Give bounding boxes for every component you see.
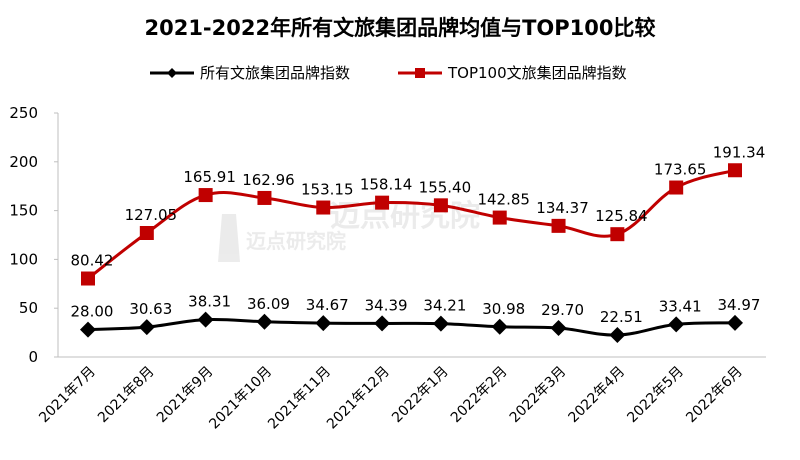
data-label-top100: 80.42 xyxy=(71,252,114,270)
data-point-all-brands xyxy=(668,316,685,333)
data-point-all-brands xyxy=(609,327,626,344)
x-tick-label: 2022年5月 xyxy=(624,364,687,427)
legend-item-all-brands: 所有文旅集团品牌指数 xyxy=(150,62,350,83)
data-label-all-brands: 22.51 xyxy=(600,308,643,326)
data-label-all-brands: 30.98 xyxy=(482,300,525,318)
data-label-all-brands: 30.63 xyxy=(129,300,172,318)
data-label-top100: 162.96 xyxy=(242,171,295,189)
data-point-all-brands xyxy=(727,314,743,331)
legend: 所有文旅集团品牌指数 TOP100文旅集团品牌指数 xyxy=(0,62,800,86)
x-tick-label: 2022年6月 xyxy=(683,364,746,427)
x-tick-label: 2022年3月 xyxy=(507,364,570,427)
data-point-all-brands xyxy=(315,315,332,332)
data-label-top100: 125.84 xyxy=(595,207,648,225)
x-tick-label: 2021年8月 xyxy=(95,364,158,427)
data-label-top100: 165.91 xyxy=(183,168,236,186)
x-tick-label: 2022年4月 xyxy=(566,364,629,427)
data-label-all-brands: 33.41 xyxy=(659,297,702,315)
watermark-logo-left: 迈点研究院 xyxy=(218,214,346,262)
data-point-top100 xyxy=(551,218,566,233)
data-point-top100 xyxy=(257,190,272,205)
x-tick-label: 2022年2月 xyxy=(448,364,511,427)
data-label-top100: 191.34 xyxy=(713,143,766,161)
data-label-all-brands: 28.00 xyxy=(71,303,114,321)
data-label-top100: 158.14 xyxy=(360,176,413,194)
y-tick-label: 0 xyxy=(28,348,38,366)
data-point-top100 xyxy=(669,180,684,195)
data-point-all-brands xyxy=(432,315,449,332)
y-tick-label: 250 xyxy=(9,104,38,122)
data-point-top100 xyxy=(139,225,154,240)
data-point-top100 xyxy=(316,200,331,215)
x-tick-label: 2022年1月 xyxy=(389,364,452,427)
data-label-top100: 173.65 xyxy=(654,161,707,179)
legend-line-black-icon xyxy=(150,67,194,78)
x-tick-label: 2021年7月 xyxy=(36,364,99,427)
legend-label-top100: TOP100文旅集团品牌指数 xyxy=(448,64,627,82)
data-label-all-brands: 36.09 xyxy=(247,295,290,313)
data-label-all-brands: 38.31 xyxy=(188,293,231,311)
x-tick-label: 2021年12月 xyxy=(324,364,393,433)
data-point-all-brands xyxy=(197,311,214,328)
chart-title: 2021-2022年所有文旅集团品牌均值与TOP100比较 xyxy=(144,16,656,40)
data-label-top100: 142.85 xyxy=(477,191,530,209)
y-tick-label: 50 xyxy=(19,299,38,317)
watermark-text-left: 迈点研究院 xyxy=(246,229,346,253)
data-point-all-brands xyxy=(138,319,155,336)
data-label-top100: 153.15 xyxy=(301,181,354,199)
data-point-top100 xyxy=(492,210,507,225)
y-tick-label: 100 xyxy=(9,250,38,268)
legend-label-all-brands: 所有文旅集团品牌指数 xyxy=(200,64,351,82)
data-point-all-brands xyxy=(374,315,391,332)
data-point-top100 xyxy=(728,163,742,178)
data-point-top100 xyxy=(433,198,448,213)
data-point-all-brands xyxy=(80,321,96,338)
data-point-top100 xyxy=(610,227,625,242)
y-tick-label: 150 xyxy=(9,202,38,220)
data-label-top100: 127.05 xyxy=(125,206,178,224)
data-label-top100: 155.40 xyxy=(419,178,472,196)
data-label-all-brands: 34.67 xyxy=(306,296,349,314)
data-point-top100 xyxy=(375,195,390,210)
y-tick-label: 200 xyxy=(9,153,38,171)
data-point-all-brands xyxy=(550,320,567,337)
data-label-all-brands: 34.39 xyxy=(365,296,408,314)
data-label-all-brands: 34.97 xyxy=(718,296,761,314)
data-point-all-brands xyxy=(491,318,508,335)
legend-line-red-icon xyxy=(398,67,442,78)
data-label-all-brands: 34.21 xyxy=(423,297,466,315)
data-point-top100 xyxy=(198,188,213,203)
data-point-all-brands xyxy=(256,313,273,330)
data-label-top100: 134.37 xyxy=(536,199,589,217)
x-tick-label: 2021年9月 xyxy=(154,364,217,427)
data-point-top100 xyxy=(81,271,95,286)
legend-item-top100: TOP100文旅集团品牌指数 xyxy=(398,62,627,83)
data-label-all-brands: 29.70 xyxy=(541,301,584,319)
